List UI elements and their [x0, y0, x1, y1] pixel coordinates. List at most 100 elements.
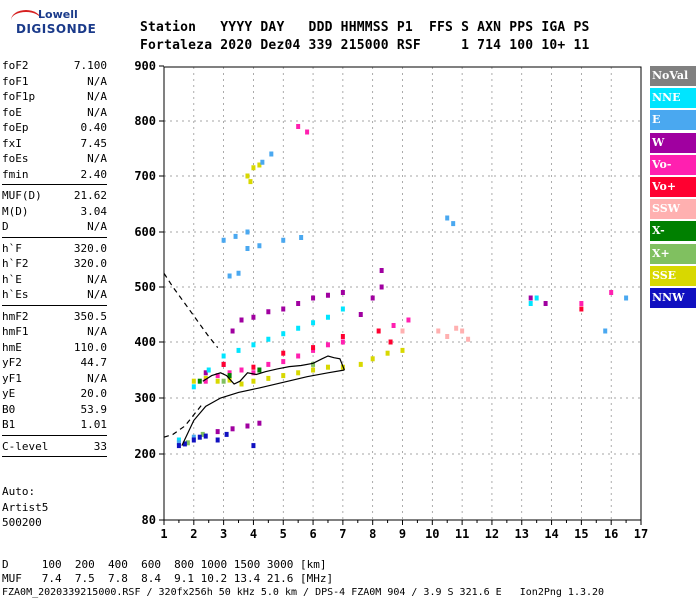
- y-tick-label: 80: [142, 513, 156, 527]
- echo-point: [385, 350, 390, 356]
- profile-curve: [181, 369, 345, 446]
- legend-item: SSE: [650, 265, 696, 286]
- x-tick-label: 9: [399, 527, 406, 541]
- param-row: C-level 33: [2, 439, 107, 455]
- echo-point: [245, 423, 250, 429]
- legend-item: E: [650, 110, 696, 131]
- legend-item: X+: [650, 243, 696, 264]
- echo-point: [215, 429, 220, 435]
- param-key: yF1: [2, 371, 22, 385]
- param-key: foF1p: [2, 90, 36, 103]
- echo-point: [215, 373, 220, 379]
- echo-point: [296, 370, 301, 376]
- echo-point: [311, 345, 316, 351]
- echo-point: [436, 328, 441, 334]
- echo-point: [257, 243, 262, 249]
- echo-point: [197, 378, 202, 384]
- file-info-line: FZA0M_2020339215000.RSF / 320fx256h 50 k…: [2, 587, 605, 598]
- echo-point: [281, 306, 286, 312]
- echo-point: [239, 367, 244, 373]
- echo-point: [176, 440, 181, 446]
- header-line1: Station YYYY DAY DDD HHMMSS P1 FFS S AXN…: [140, 20, 590, 35]
- param-value: 1.01: [80, 418, 108, 431]
- echo-point: [245, 173, 250, 179]
- echo-point: [266, 375, 271, 381]
- echo-point: [624, 295, 629, 301]
- param-key: B0: [2, 402, 16, 416]
- echo-point: [233, 233, 238, 239]
- autoscale-info: Auto: Artist5 500200: [2, 484, 48, 531]
- param-row: foF2 7.100: [2, 58, 107, 74]
- y-tick-label: 800: [134, 114, 156, 128]
- echo-point: [340, 306, 345, 312]
- echo-point: [406, 317, 411, 323]
- echo-point: [451, 221, 456, 227]
- param-row: foEp 0.40: [2, 120, 107, 136]
- x-tick-label: 4: [250, 527, 257, 541]
- echo-point: [281, 373, 286, 379]
- x-tick-label: 8: [369, 527, 376, 541]
- echo-point: [445, 215, 450, 221]
- param-value: 53.9: [80, 402, 108, 416]
- echo-point: [230, 328, 235, 334]
- echo-point: [215, 437, 220, 443]
- plot-grid: [164, 67, 641, 520]
- x-tick-label: 7: [339, 527, 346, 541]
- echo-point: [221, 361, 226, 367]
- param-key: hmF2: [2, 309, 29, 323]
- param-value: 320.0: [73, 241, 107, 255]
- param-value: N/A: [87, 325, 107, 338]
- profile-curve-dashed: [163, 403, 204, 438]
- param-row: hmF1 N/A: [2, 324, 107, 340]
- echo-point: [203, 375, 208, 381]
- echo-point: [454, 325, 459, 331]
- x-tick-label: 14: [544, 527, 558, 541]
- echo-point: [281, 350, 286, 356]
- echo-point: [227, 377, 232, 383]
- echo-point: [579, 306, 584, 312]
- param-value: 2.40: [80, 167, 108, 181]
- echo-point: [376, 328, 381, 334]
- logo-line1: Lowell: [38, 8, 78, 21]
- legend-item: X-: [650, 221, 696, 242]
- param-value: 110.0: [73, 340, 107, 354]
- param-key: fmin: [2, 167, 29, 181]
- x-tick-label: 5: [280, 527, 287, 541]
- param-key: foF2: [2, 59, 29, 72]
- echo-point: [266, 336, 271, 342]
- autoscale-line: Auto:: [2, 485, 36, 498]
- echo-point: [269, 151, 274, 157]
- param-separator: [2, 184, 107, 185]
- param-row: h`F 320.0: [2, 241, 107, 257]
- param-value: 3.04: [80, 204, 108, 218]
- param-row: MUF(D) 21.62: [2, 188, 107, 204]
- echo-point: [445, 334, 450, 339]
- echo-point: [311, 367, 316, 373]
- y-tick-label: 400: [134, 335, 156, 349]
- lowell-digisonde-logo: Lowell DIGISONDE: [8, 6, 96, 42]
- echo-point: [197, 434, 202, 440]
- param-row: h`Es N/A: [2, 287, 107, 303]
- echo-point: [221, 237, 226, 243]
- x-tick-label: 15: [574, 527, 588, 541]
- echo-point: [340, 290, 345, 295]
- y-tick-label: 300: [134, 391, 156, 405]
- echo-point: [176, 437, 181, 443]
- echo-point: [215, 378, 220, 384]
- echo-point: [311, 361, 316, 367]
- param-key: foEs: [2, 152, 29, 165]
- param-separator: [2, 236, 107, 238]
- param-key: D: [2, 220, 9, 233]
- header-line2: Fortaleza 2020 Dez04 339 215000 RSF 1 71…: [140, 38, 590, 53]
- param-value: N/A: [87, 74, 107, 88]
- echo-point: [191, 384, 196, 390]
- param-row: hmE 110.0: [2, 340, 107, 356]
- echo-point: [221, 378, 226, 384]
- echo-point: [191, 437, 196, 443]
- legend-item: Vo-: [650, 154, 696, 175]
- echo-point: [227, 370, 232, 376]
- param-key: h`F2: [2, 257, 29, 270]
- param-row: foE N/A: [2, 105, 107, 121]
- echo-point: [466, 336, 471, 342]
- y-tick-label: 200: [134, 447, 156, 461]
